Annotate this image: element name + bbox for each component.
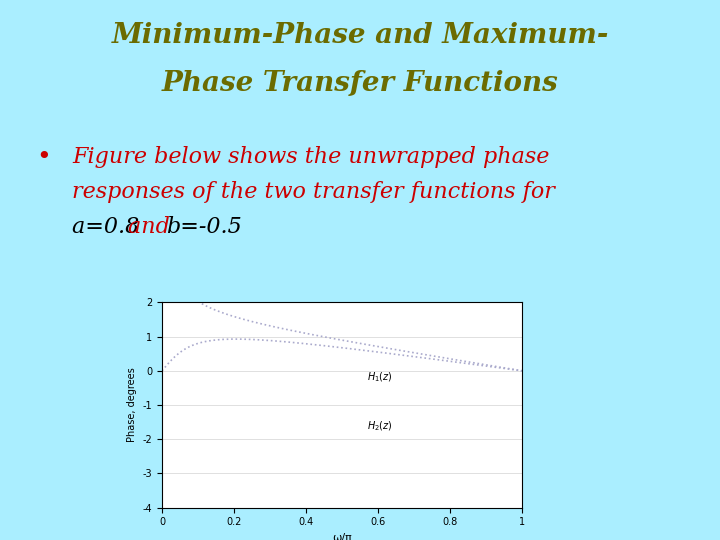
Text: responses of the two transfer functions for: responses of the two transfer functions … [72,181,555,203]
Text: Phase Transfer Functions: Phase Transfer Functions [161,70,559,97]
X-axis label: ω/π: ω/π [332,533,352,540]
Text: b=-0.5: b=-0.5 [166,216,241,238]
Text: $H_1(z)$: $H_1(z)$ [367,370,393,384]
Text: $H_2(z)$: $H_2(z)$ [367,420,393,434]
Text: Figure below shows the unwrapped phase: Figure below shows the unwrapped phase [72,146,549,168]
Text: and: and [128,216,177,238]
Text: Minimum-Phase and Maximum-: Minimum-Phase and Maximum- [112,22,608,49]
Text: •: • [36,146,50,169]
Text: a=0.8: a=0.8 [72,216,146,238]
Y-axis label: Phase, degrees: Phase, degrees [127,368,137,442]
